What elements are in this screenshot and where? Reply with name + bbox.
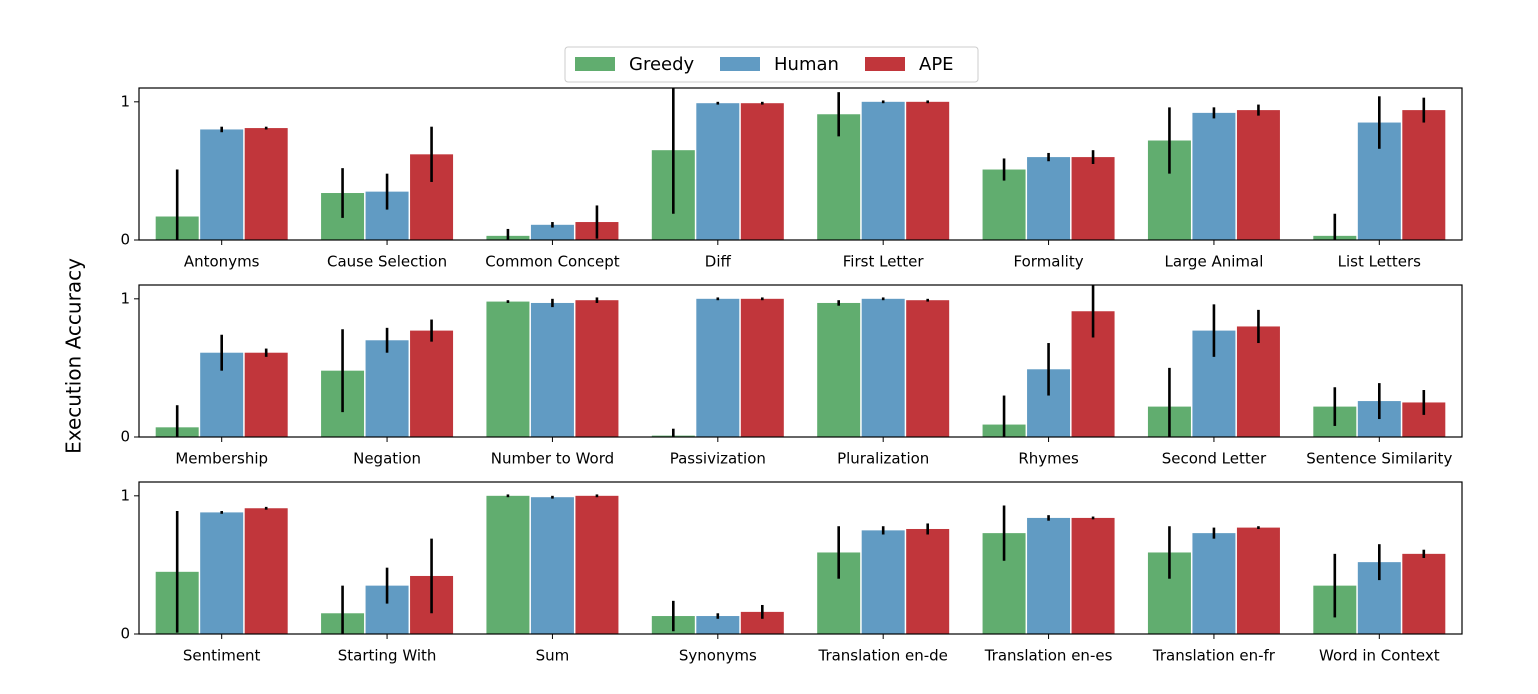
bar [1192, 533, 1236, 634]
x-tick-label: Diff [705, 253, 732, 271]
x-tick-label: Translation en-de [817, 647, 947, 665]
x-tick-label: Starting With [338, 647, 437, 665]
bar [530, 224, 574, 240]
x-tick-label: Translation en-es [984, 647, 1113, 665]
bar [1236, 326, 1280, 437]
legend-box [564, 46, 979, 83]
bar [1027, 157, 1071, 240]
x-tick-label: Word in Context [1319, 647, 1440, 665]
legend-label: Greedy [629, 54, 695, 75]
bar [575, 495, 619, 634]
x-tick-label: Number to Word [491, 450, 614, 468]
bar [982, 169, 1026, 240]
bar [740, 298, 784, 437]
bar [244, 508, 288, 634]
y-tick-label: 1 [120, 289, 130, 307]
y-axis-label: Execution Accuracy [62, 258, 86, 454]
bar [906, 528, 950, 634]
panel [155, 494, 1446, 634]
x-tick-label: Sentence Similarity [1306, 450, 1452, 468]
legend-label: APE [919, 54, 954, 75]
x-tick-label: Cause Selection [327, 253, 447, 271]
x-tick-label: Sentiment [183, 647, 261, 665]
y-tick-label: 1 [120, 92, 130, 110]
bar [486, 495, 530, 634]
y-tick-label: 0 [120, 231, 130, 249]
y-tick-label: 0 [120, 428, 130, 446]
legend: Greedy Human APE [564, 46, 979, 83]
legend-swatch [575, 57, 615, 71]
x-tick-label: List Letters [1338, 253, 1421, 271]
panel [155, 285, 1446, 437]
bar [365, 340, 409, 437]
bar [740, 611, 784, 634]
x-tick-label: Common Concept [485, 253, 619, 271]
bar [575, 300, 619, 437]
axes-frame [138, 481, 1463, 635]
bar [200, 129, 244, 240]
bar [861, 530, 905, 634]
bar [200, 512, 244, 634]
bar [1192, 112, 1236, 240]
x-tick-label: Membership [175, 450, 268, 468]
axes-frame [138, 284, 1463, 438]
bar [861, 101, 905, 240]
bar [1071, 157, 1115, 240]
bar [1402, 110, 1446, 240]
axes-frame [138, 87, 1463, 241]
legend-swatch [865, 57, 905, 71]
x-tick-label: Large Animal [1164, 253, 1263, 271]
bar [1027, 517, 1071, 634]
legend-label: Human [774, 54, 839, 75]
bar [861, 298, 905, 437]
bar [1236, 527, 1280, 634]
x-tick-label: Passivization [670, 450, 766, 468]
x-tick-label: Second Letter [1162, 450, 1267, 468]
bar [410, 330, 454, 437]
bar [1402, 553, 1446, 634]
bar [906, 300, 950, 437]
bar [740, 103, 784, 240]
bar [244, 352, 288, 437]
panel [155, 88, 1446, 240]
x-tick-label: Formality [1014, 253, 1084, 271]
bar [696, 103, 740, 240]
x-tick-label: Synonyms [679, 647, 757, 665]
y-tick-label: 1 [120, 486, 130, 504]
x-tick-label: Sum [536, 647, 570, 665]
x-tick-label: Negation [353, 450, 421, 468]
x-tick-label: First Letter [843, 253, 925, 271]
x-tick-label: Translation en-fr [1152, 647, 1276, 665]
bar [906, 101, 950, 240]
bar [696, 298, 740, 437]
bar [696, 616, 740, 634]
bar [1071, 517, 1115, 634]
bar [486, 301, 530, 437]
legend-swatch [720, 57, 760, 71]
bar [530, 497, 574, 634]
y-tick-label: 0 [120, 625, 130, 643]
bar [530, 302, 574, 437]
x-tick-label: Antonyms [184, 253, 260, 271]
x-tick-label: Pluralization [837, 450, 929, 468]
bar [244, 128, 288, 240]
x-tick-label: Rhymes [1018, 450, 1079, 468]
bar [1236, 110, 1280, 240]
bar [817, 302, 861, 437]
